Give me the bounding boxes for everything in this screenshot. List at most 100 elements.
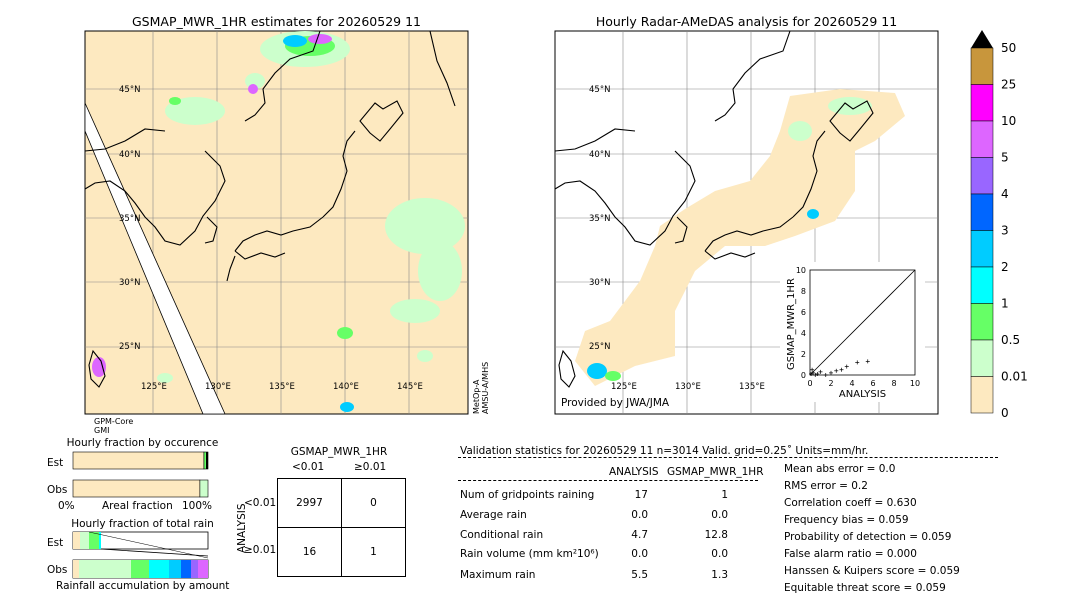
total-rain-xlabel: Rainfall accumulation by amount <box>56 580 230 592</box>
occ-xmin: 0% <box>58 500 75 512</box>
scatter-xlabel: ANALYSIS <box>838 389 887 400</box>
validation-divider <box>458 457 998 458</box>
left-lon-125: 125°E <box>141 382 167 392</box>
left-lon-135: 135°E <box>269 382 295 392</box>
colorbar: 50 25 10 5 4 3 2 1 0.5 0.01 0 <box>970 30 1028 420</box>
scatter-point <box>834 368 839 373</box>
scatter-point <box>823 373 828 377</box>
rain-label-obs: Obs <box>47 564 68 576</box>
colorbar-label: 10 <box>1001 114 1016 128</box>
right-lat-45: 45°N <box>589 85 610 95</box>
colorbar-label: 4 <box>1001 187 1009 201</box>
right-map-title: Hourly Radar-AMeDAS analysis for 2026052… <box>595 14 898 29</box>
colorbar-segment <box>970 339 994 377</box>
scatter-ytick: 10 <box>796 266 806 275</box>
validation-col-gsmap: GSMAP_MWR_1HR <box>667 466 764 478</box>
cell-1-1: 1 <box>341 527 406 577</box>
score-3: Frequency bias = 0.059 <box>784 514 909 526</box>
scatter-xtick: 4 <box>849 379 854 388</box>
contingency-col-1: ≥0.01 <box>354 461 387 473</box>
colorbar-label: 2 <box>1001 260 1009 274</box>
score-5: False alarm ratio = 0.000 <box>784 548 917 560</box>
stat-label-4: Maximum rain <box>460 569 536 581</box>
stat-a-2: 4.7 <box>631 529 648 541</box>
cell-1-0: 16 <box>277 527 342 577</box>
occ-bar-dry <box>72 479 201 498</box>
scatter-plot: 0 2 4 6 8 10 0 2 4 6 8 10 <box>796 266 920 388</box>
right-lat-30: 30°N <box>589 278 610 288</box>
score-2: Correlation coeff = 0.630 <box>784 497 917 509</box>
scatter-point <box>810 367 815 372</box>
scatter-xtick: 8 <box>891 379 896 388</box>
colorbar-extend-arrow <box>971 30 993 48</box>
colorbar-segment <box>970 193 994 231</box>
colorbar-segment <box>970 84 994 122</box>
right-lat-40: 40°N <box>589 150 610 160</box>
stat-b-1: 0.0 <box>711 509 728 521</box>
scatter-ytick: 8 <box>801 287 806 296</box>
colorbar-segment <box>970 230 994 268</box>
occurrence-title: Hourly fraction by occurence <box>66 437 219 449</box>
occ-bar-dry <box>72 451 205 470</box>
contingency-col-0: <0.01 <box>292 461 325 473</box>
colorbar-label: 5 <box>1001 151 1009 165</box>
scatter-point <box>855 360 860 365</box>
left-lat-25: 25°N <box>119 342 140 352</box>
colorbar-segment <box>970 266 994 304</box>
scatter-diagonal <box>809 269 916 376</box>
occ-xmax: 100% <box>182 500 213 512</box>
score-6: Hanssen & Kuipers score = 0.059 <box>784 565 960 577</box>
scatter-point <box>839 367 844 372</box>
occ-xlabel: Areal fraction <box>102 500 173 512</box>
scatter-ylabel: GSMAP_MWR_1HR <box>786 278 797 370</box>
validation-header: Validation statistics for 20260529 11 n=… <box>460 445 869 457</box>
scatter-point <box>844 364 849 369</box>
colorbar-segment <box>970 376 994 414</box>
scatter-xtick: 6 <box>870 379 875 388</box>
validation-col-analysis: ANALYSIS <box>609 466 659 478</box>
occ-label-obs: Obs <box>47 484 68 496</box>
left-sensor-label: GPM-Core GMI <box>94 417 134 435</box>
cell-0-0: 2997 <box>277 478 342 528</box>
colorbar-segment <box>970 47 994 85</box>
right-lat-35: 35°N <box>589 214 610 224</box>
contingency-table: 2997 0 16 1 <box>277 478 406 577</box>
validation-subdivider <box>458 480 758 481</box>
total-rain-title: Hourly fraction of total rain <box>71 518 214 530</box>
stat-label-2: Conditional rain <box>460 529 544 541</box>
score-0: Mean abs error = 0.0 <box>784 463 896 475</box>
score-4: Probability of detection = 0.059 <box>784 531 952 543</box>
scatter-point <box>813 373 818 377</box>
scatter-ytick: 0 <box>801 371 806 380</box>
right-lon-135: 135°E <box>739 382 765 392</box>
scatter-ytick: 4 <box>801 329 806 338</box>
occurrence-bars <box>72 451 209 498</box>
occ-bar-rain <box>199 479 209 498</box>
colorbar-label: 50 <box>1001 41 1016 55</box>
scatter-xtick: 2 <box>828 379 833 388</box>
provider-label: Provided by JWA/JMA <box>561 397 670 409</box>
score-7: Equitable threat score = 0.059 <box>784 582 946 594</box>
scatter-point <box>829 370 833 375</box>
left-lon-130: 130°E <box>205 382 231 392</box>
contingency-row-1: ≥0.01 <box>244 544 277 556</box>
scatter-point <box>818 369 823 374</box>
scatter-ytick: 2 <box>801 350 806 359</box>
stat-a-3: 0.0 <box>631 548 648 560</box>
total-rain-bars <box>72 531 209 579</box>
occ-label-est: Est <box>47 457 64 469</box>
stat-a-4: 5.5 <box>631 569 648 581</box>
left-lat-40: 40°N <box>119 150 140 160</box>
stat-a-0: 17 <box>634 489 648 501</box>
right-sensor-label: MetOp-A AMSU-A/MHS <box>472 361 490 414</box>
stat-label-0: Num of gridpoints raining <box>460 489 595 501</box>
right-lat-25: 25°N <box>589 342 610 352</box>
stat-b-2: 12.8 <box>704 529 728 541</box>
cell-0-1: 0 <box>341 478 406 528</box>
right-lon-130: 130°E <box>675 382 701 392</box>
left-map-title: GSMAP_MWR_1HR estimates for 20260529 11 <box>132 14 421 29</box>
left-map: 45°N 40°N 35°N 30°N 25°N 125°E 130°E 135… <box>84 30 469 415</box>
stat-label-1: Average rain <box>460 509 527 521</box>
occ-bar-edge <box>206 452 208 469</box>
left-lat-35: 35°N <box>119 214 140 224</box>
